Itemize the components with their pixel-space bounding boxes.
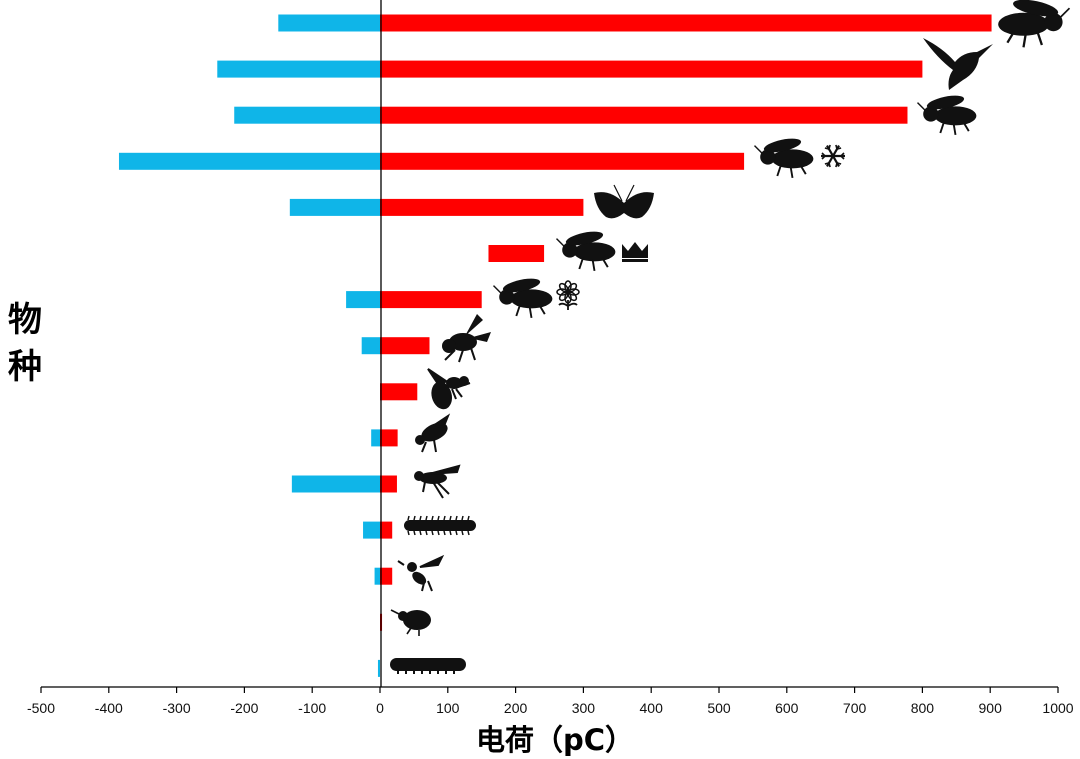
x-tick-label: 0 bbox=[376, 700, 384, 716]
positive-bar bbox=[380, 60, 923, 78]
x-tick-label: 700 bbox=[843, 700, 867, 716]
x-tick-label: -300 bbox=[163, 700, 191, 716]
aphid-icon bbox=[390, 609, 431, 636]
larva-icon bbox=[390, 658, 466, 674]
positive-bar bbox=[380, 106, 908, 124]
y-axis-label: 物 种 bbox=[8, 300, 42, 387]
positive-bar bbox=[380, 429, 398, 447]
x-tick-label: 200 bbox=[504, 700, 528, 716]
crown-icon bbox=[622, 242, 648, 262]
honeybee-icon bbox=[753, 138, 814, 179]
negative-bar bbox=[374, 567, 380, 585]
x-axis-title: 电荷（pC） bbox=[476, 723, 634, 757]
negative-bar bbox=[234, 106, 380, 124]
x-tick-label: 900 bbox=[979, 700, 1003, 716]
small-wasp-icon bbox=[397, 554, 445, 592]
x-tick-label: -400 bbox=[95, 700, 123, 716]
x-tick-label: 500 bbox=[707, 700, 731, 716]
x-tick-label: 1000 bbox=[1042, 700, 1073, 716]
forager-bee-icon bbox=[492, 278, 553, 319]
y-axis-label-char: 物 bbox=[8, 300, 42, 340]
x-tick-label: 300 bbox=[572, 700, 596, 716]
positive-bar bbox=[380, 198, 584, 216]
positive-bar bbox=[380, 383, 418, 401]
negative-bar bbox=[291, 475, 380, 493]
fly-icon bbox=[442, 314, 491, 363]
species-silhouettes bbox=[390, 0, 1071, 674]
small-bee-icon bbox=[415, 413, 451, 453]
negative-bar bbox=[346, 291, 380, 309]
hoverfly-icon bbox=[414, 464, 461, 499]
bumblebee-icon bbox=[998, 0, 1071, 48]
y-axis-label-char: 种 bbox=[8, 347, 42, 387]
negative-bar bbox=[118, 152, 380, 170]
x-tick-label: -500 bbox=[27, 700, 55, 716]
positive-bar bbox=[488, 245, 545, 262]
positive-bar bbox=[380, 14, 992, 32]
negative-bar bbox=[371, 429, 380, 447]
x-axis: -500 -400 -300 -200 -100 0 100 200 300 400 500 600 7… bbox=[27, 686, 1074, 716]
negative-bar bbox=[217, 60, 380, 78]
x-tick-label: 600 bbox=[775, 700, 799, 716]
positive-bar bbox=[380, 521, 393, 539]
negative-bar bbox=[278, 14, 380, 32]
negative-bars bbox=[118, 14, 380, 677]
orchid-bee-icon bbox=[916, 95, 977, 136]
positive-bars bbox=[380, 14, 992, 631]
x-tick-label: -200 bbox=[230, 700, 258, 716]
positive-bar bbox=[380, 475, 397, 493]
butterfly-icon bbox=[594, 184, 654, 219]
negative-bar bbox=[377, 659, 380, 677]
x-tick-label: 800 bbox=[911, 700, 935, 716]
positive-bar bbox=[380, 152, 745, 170]
x-tick-label: 100 bbox=[436, 700, 460, 716]
positive-bar bbox=[380, 567, 393, 585]
x-tick-label: -100 bbox=[298, 700, 326, 716]
hummingbird-icon bbox=[923, 38, 993, 90]
wasp-icon bbox=[427, 368, 471, 410]
flower-icon bbox=[556, 280, 580, 310]
snowflake-icon bbox=[821, 144, 845, 168]
caterpillar-icon bbox=[404, 515, 476, 536]
negative-bar bbox=[363, 521, 380, 539]
positive-bar bbox=[380, 337, 430, 355]
negative-bar bbox=[361, 337, 380, 355]
queen-bee-icon bbox=[555, 231, 616, 272]
negative-bar bbox=[289, 198, 380, 216]
positive-bar bbox=[380, 291, 482, 309]
x-tick-label: 400 bbox=[640, 700, 664, 716]
